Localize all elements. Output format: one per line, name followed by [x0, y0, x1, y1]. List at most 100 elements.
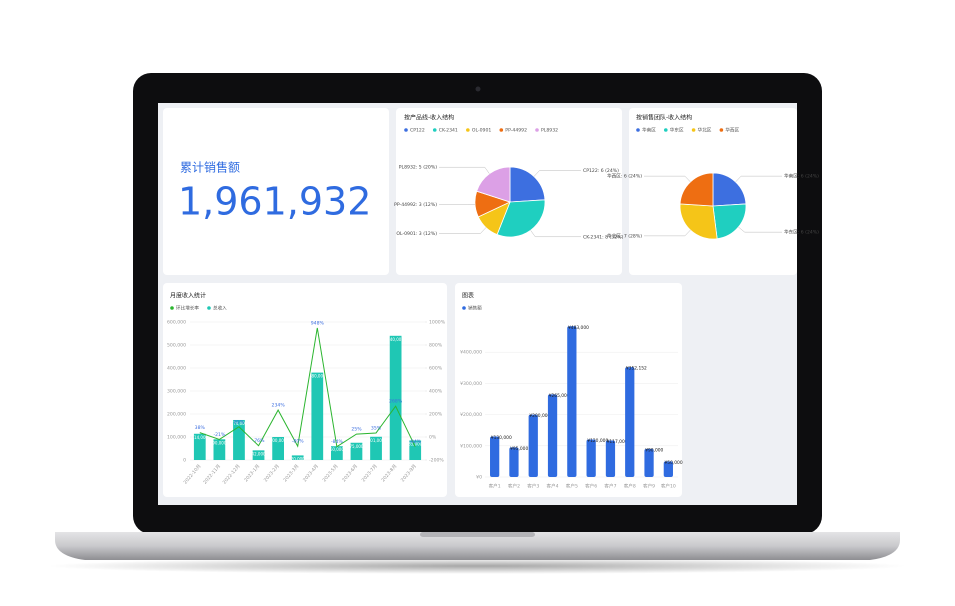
- y-tick-label: 500,000: [167, 343, 186, 349]
- line-value-label: 948%: [311, 320, 325, 326]
- legend-swatch: [663, 128, 668, 132]
- kpi-title: 累计销售额: [180, 160, 240, 175]
- x-tick-label: 客户8: [624, 483, 636, 490]
- bar-value-label: 540,000: [387, 337, 404, 342]
- y-tick-label: ¥200,000: [460, 412, 482, 418]
- bar: [509, 447, 519, 477]
- bar-value-label: 100,000: [270, 438, 287, 443]
- y-tick-label: 200,000: [167, 412, 186, 418]
- line-value-label: -80%: [292, 439, 305, 445]
- legend-swatch: [207, 306, 211, 310]
- legend-label: PP-44992: [505, 128, 527, 134]
- bar: [605, 440, 616, 477]
- y-tick-label: 300,000: [167, 389, 186, 395]
- bar-value-label: ¥200,000: [529, 413, 550, 419]
- panel-monthly: [163, 283, 447, 497]
- y-tick-label: ¥400,000: [460, 350, 482, 356]
- bar: [409, 440, 422, 460]
- leader-line: [439, 227, 487, 234]
- slice-label: PL8932: 5 (20%): [399, 165, 437, 171]
- leader-line: [530, 230, 581, 238]
- x-tick-label: 客户5: [566, 483, 578, 490]
- bar-value-label: 85,000: [408, 441, 422, 446]
- y2-tick-label: 800%: [429, 343, 443, 349]
- bar: [193, 433, 206, 460]
- leader-line: [439, 203, 476, 205]
- bar: [291, 455, 304, 460]
- legend-label: 华东区: [670, 127, 684, 134]
- line-value-label: 35%: [371, 425, 382, 431]
- slice-label: 华北区: 7 (28%): [607, 232, 642, 239]
- y-tick-label: ¥0: [476, 475, 482, 481]
- chart-title: 月度收入统计: [170, 292, 206, 300]
- bar: [625, 367, 635, 477]
- camera: [475, 86, 481, 92]
- bar: [567, 326, 577, 477]
- legend-swatch: [432, 128, 437, 132]
- legend-label: 华北区: [698, 127, 712, 134]
- y-tick-label: 400,000: [167, 366, 186, 372]
- bar-value-label: ¥483,000: [568, 325, 589, 331]
- bar: [252, 450, 265, 460]
- line-value-label: -84%: [409, 439, 422, 445]
- bar: [663, 461, 673, 477]
- legend-swatch: [691, 128, 696, 132]
- legend-label: 环比增长率: [176, 305, 199, 312]
- bar: [311, 372, 324, 460]
- x-tick-label: 客户1: [489, 483, 501, 490]
- base-notch: [420, 532, 535, 537]
- slice-label: 华东区: 6 (24%): [784, 229, 819, 236]
- bar-value-label: ¥352,152: [626, 366, 647, 372]
- legend-label: 华西区: [725, 127, 739, 134]
- leader-line: [439, 166, 490, 174]
- legend-label: PL8932: [541, 128, 558, 134]
- legend-swatch: [719, 128, 724, 132]
- leader-line: [644, 229, 691, 237]
- slice-label: 华西区: 6 (24%): [607, 173, 642, 180]
- bar: [490, 436, 500, 477]
- bar-value-label: 20,000: [291, 456, 305, 461]
- laptop-base: [55, 532, 900, 560]
- legend-swatch: [170, 306, 174, 310]
- x-tick-label: 客户4: [546, 483, 558, 490]
- bar-value-label: 380,000: [309, 374, 326, 379]
- bar: [213, 439, 226, 460]
- legend-label: OL-0901: [472, 128, 492, 134]
- chart-title: 图表: [462, 292, 474, 300]
- legend-label: CP122: [410, 128, 425, 134]
- y2-tick-label: 600%: [429, 366, 443, 372]
- y2-tick-label: 200%: [429, 412, 443, 418]
- bar: [586, 439, 596, 477]
- slice-label: 华南区: 6 (24%): [784, 173, 819, 180]
- chart-title: 按销售团队-收入结构: [636, 114, 692, 122]
- y2-tick-label: -200%: [429, 458, 444, 464]
- leader-line: [533, 170, 581, 177]
- bar-value-label: 114,000: [192, 435, 209, 440]
- legend-swatch: [466, 128, 470, 132]
- slice-label: PP-44992: 3 (12%): [394, 202, 437, 208]
- pie-slice: [509, 166, 546, 203]
- pie-slice: [496, 199, 546, 238]
- panel-kpi: [163, 108, 389, 275]
- bar: [350, 442, 363, 460]
- bar: [370, 436, 382, 460]
- bar-value-label: 174,000: [231, 421, 248, 426]
- kpi-value: 1,961,932: [178, 180, 371, 224]
- line-value-label: 25%: [351, 427, 362, 433]
- x-tick-label: 客户2: [508, 483, 520, 490]
- bar-value-label: ¥120,000: [587, 438, 608, 444]
- line-series: [199, 327, 416, 448]
- bar-value-label: ¥50,000: [664, 460, 682, 466]
- y-tick-label: ¥100,000: [460, 443, 482, 449]
- bar: [547, 394, 558, 477]
- bar: [644, 448, 654, 477]
- line-value-label: 234%: [272, 403, 286, 409]
- x-tick-label: 客户3: [527, 483, 539, 490]
- y2-tick-label: 0%: [429, 435, 437, 441]
- bar-value-label: ¥117,000: [607, 439, 628, 445]
- bar: [389, 335, 402, 460]
- bar-value-label: ¥265,000: [549, 393, 570, 399]
- legend-swatch: [404, 128, 408, 132]
- y-tick-label: ¥300,000: [460, 381, 482, 387]
- bar-value-label: 42,000: [252, 451, 266, 456]
